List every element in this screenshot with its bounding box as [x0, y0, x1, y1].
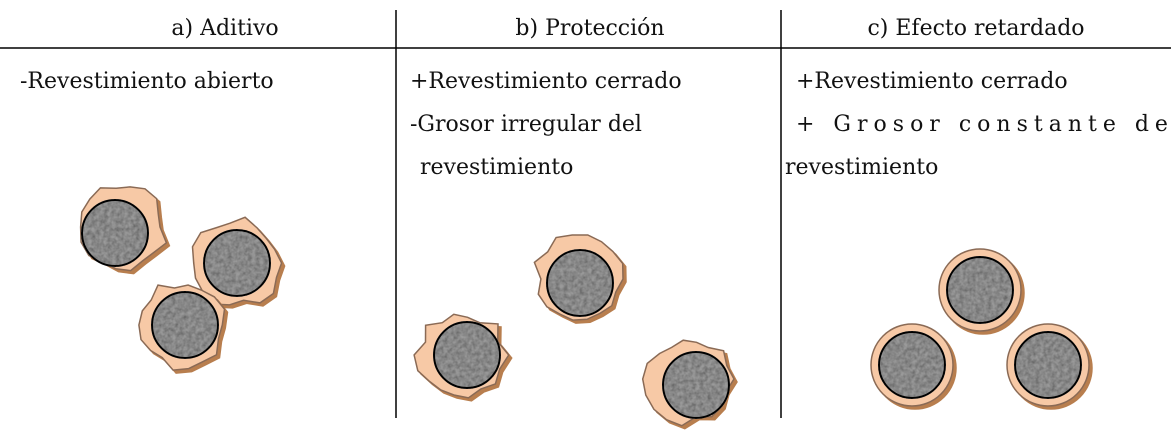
particle-core [151, 291, 219, 359]
description-line: +Revestimiento cerrado [410, 69, 682, 94]
column-header: b) Protección [515, 16, 664, 41]
clipped-line: + Grosor constante del [796, 112, 1171, 137]
description-line: revestimiento [420, 155, 573, 180]
particle-core [662, 351, 730, 419]
description-line: revestimiento [785, 155, 938, 180]
particle-core [433, 321, 501, 389]
description-line: + Grosor constante del [796, 112, 1171, 137]
column-header: c) Efecto retardado [867, 16, 1084, 41]
description-line: -Revestimiento abierto [20, 69, 274, 94]
description-line: +Revestimiento cerrado [796, 69, 1068, 94]
particle-core [81, 199, 149, 267]
particle-core [1014, 331, 1082, 399]
particle-core [546, 249, 614, 317]
particle-core [878, 331, 946, 399]
particles [79, 186, 1090, 427]
particle-core [203, 229, 271, 297]
particle-core [946, 256, 1014, 324]
description-line: -Grosor irregular del [410, 112, 642, 137]
column-header: a) Aditivo [171, 16, 278, 41]
